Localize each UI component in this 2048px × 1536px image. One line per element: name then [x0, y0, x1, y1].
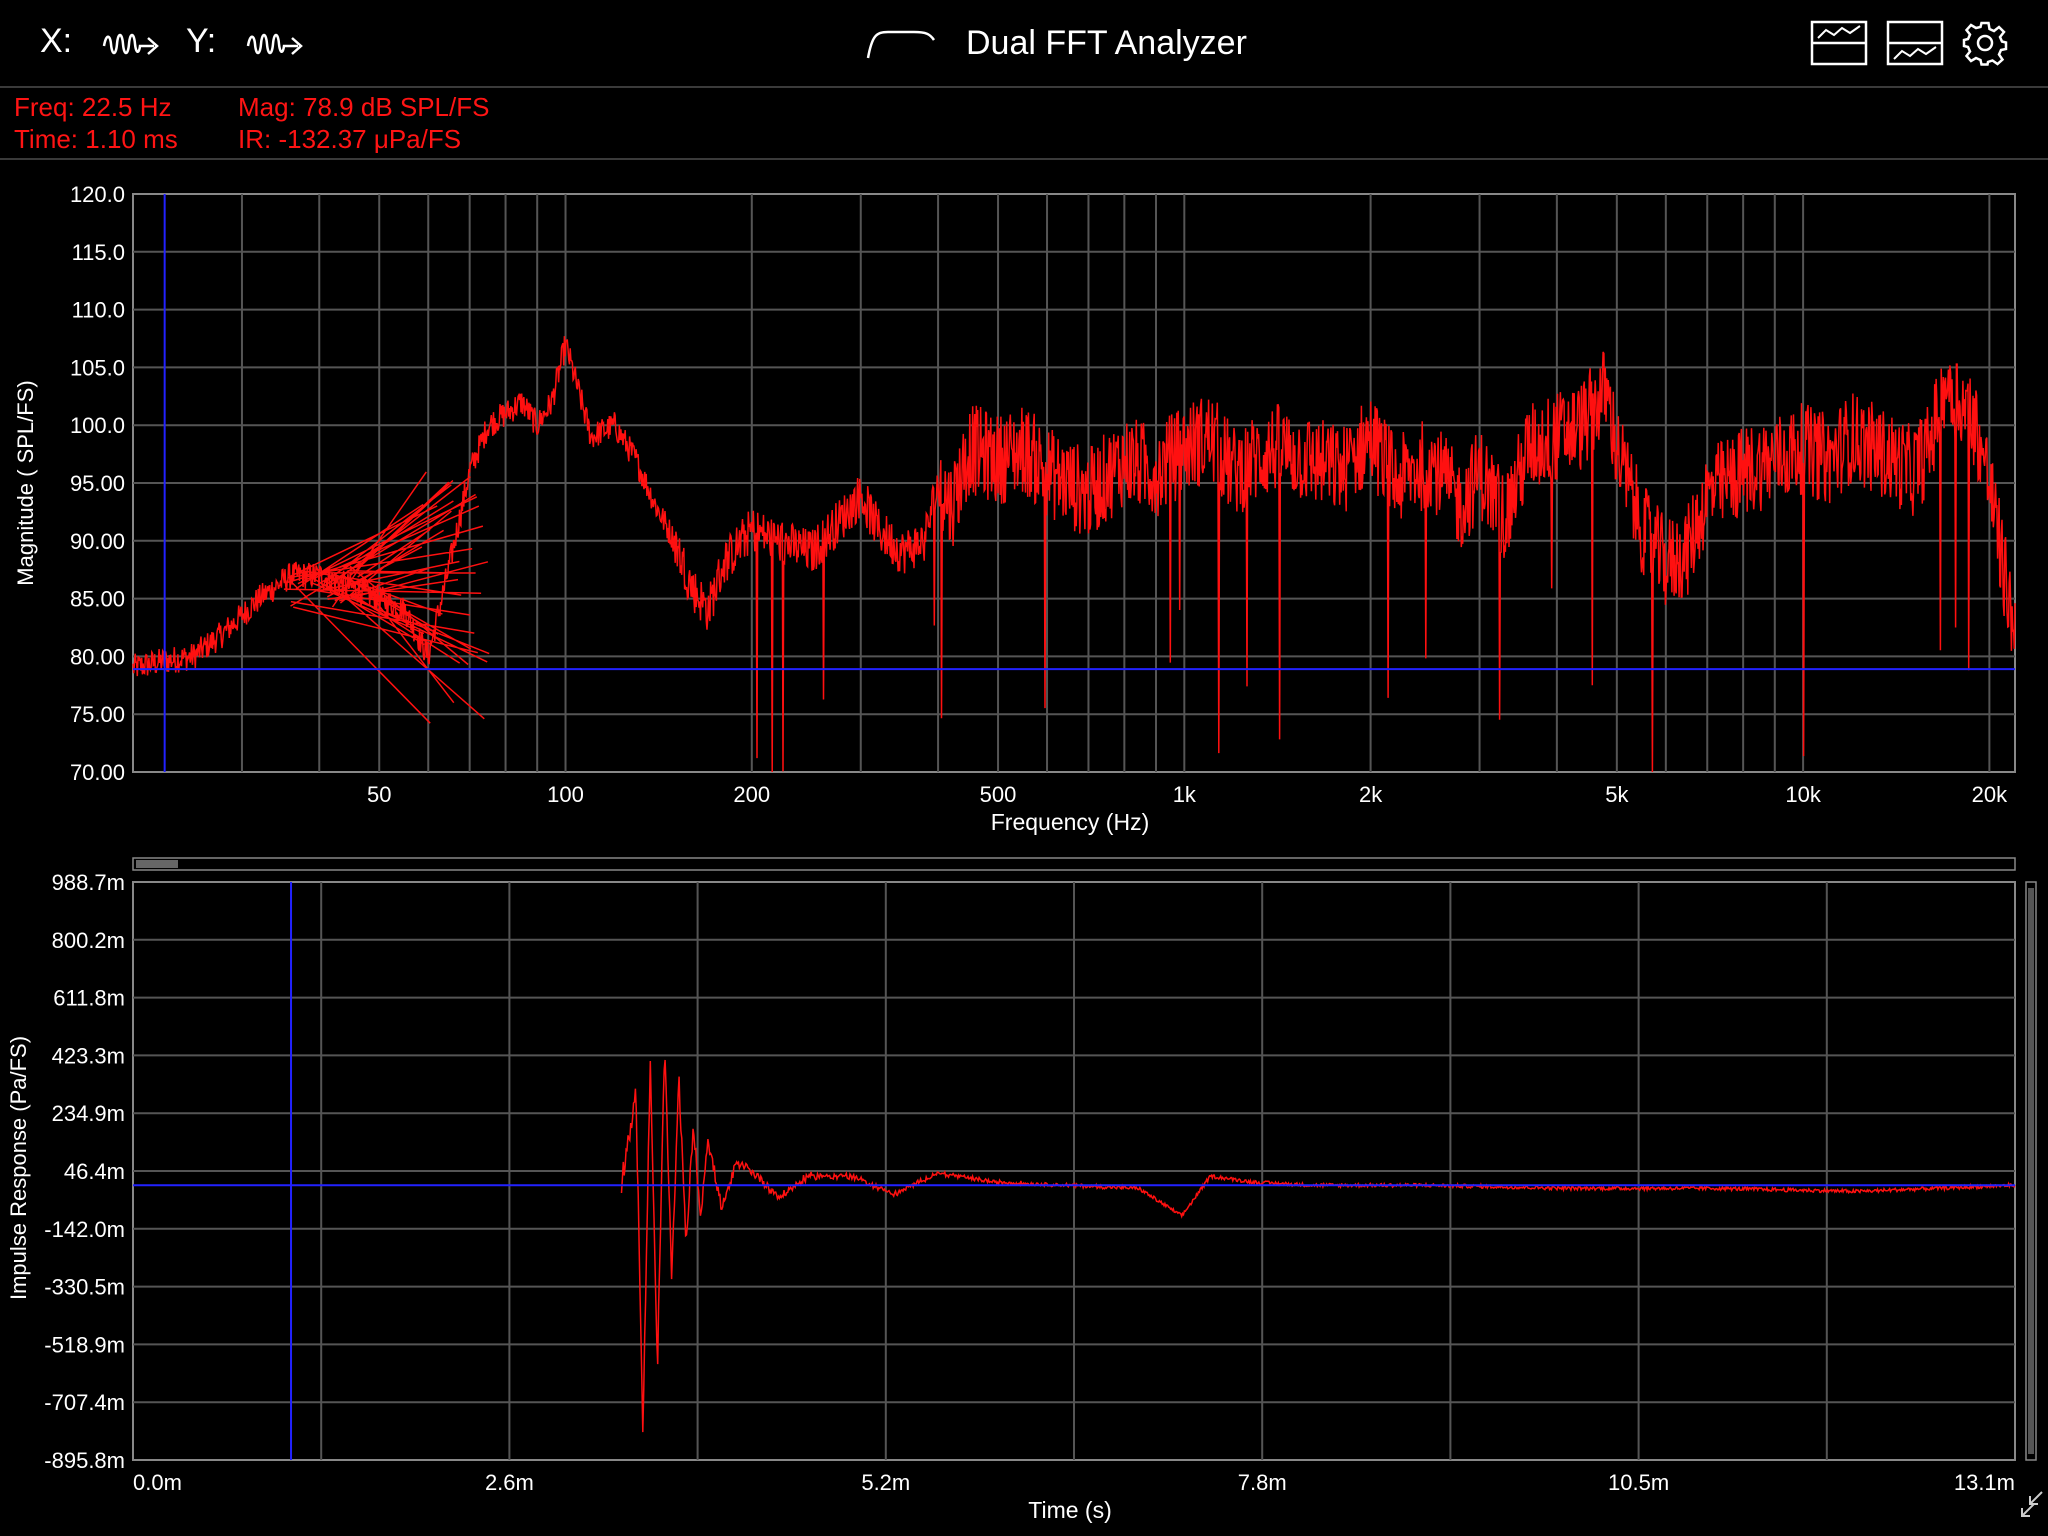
y-tick-label: 80.00: [70, 644, 125, 669]
transfer-curve-icon[interactable]: [866, 26, 936, 65]
y-tick-label: 611.8m: [53, 986, 125, 1011]
magnitude-trace: [132, 336, 2016, 773]
y-tick-label: 105.0: [70, 355, 125, 380]
impulse-x-ticks: 0.0m 2.6m 5.2m 7.8m 10.5m 13.1m: [133, 1470, 2015, 1495]
gear-icon[interactable]: [1962, 20, 2008, 71]
toolbar: X: Y: Dual FFT Analyzer: [0, 0, 2048, 88]
magnitude-x-ticks: 50 100 200 500 1k 2k 5k 10k 20k: [367, 782, 2008, 807]
y-tick-label: 988.7m: [52, 870, 125, 895]
x-tick-label: 0.0m: [133, 1470, 182, 1495]
x-tick-label: 2k: [1359, 782, 1383, 807]
y-tick-label: -707.4m: [44, 1390, 125, 1415]
y-tick-label: 120.0: [70, 182, 125, 207]
y-tick-label: 100.0: [70, 413, 125, 438]
magnitude-y-axis-title: Magnitude ( SPL/FS): [13, 380, 38, 585]
x-tick-label: 5k: [1605, 782, 1629, 807]
y-tick-label: 70.00: [70, 760, 125, 785]
x-tick-label: 2.6m: [485, 1470, 534, 1495]
y-tick-label: 75.00: [70, 702, 125, 727]
y-tick-label: -518.9m: [44, 1332, 125, 1357]
time-readout: Time: 1.10 ms: [14, 124, 178, 154]
scrollbar-track[interactable]: [132, 857, 2016, 871]
impulse-y-axis-title: Impulse Response (Pa/FS): [6, 1036, 31, 1300]
app-title: Dual FFT Analyzer: [966, 24, 1247, 62]
layout-top-icon[interactable]: [1810, 20, 1868, 71]
x-tick-label: 10.5m: [1608, 1470, 1669, 1495]
x-tick-label: 1k: [1173, 782, 1197, 807]
mag-readout: Mag: 78.9 dB SPL/FS: [238, 92, 490, 122]
x-tick-label: 20k: [1972, 782, 2008, 807]
y-tick-label: 423.3m: [52, 1043, 125, 1068]
scrollbar-thumb[interactable]: [136, 860, 178, 868]
x-tick-label: 10k: [1785, 782, 1821, 807]
impulse-plot[interactable]: 988.7m 800.2m 611.8m 423.3m 234.9m 46.4m -142.…: [6, 870, 2016, 1523]
freq-readout: Freq: 22.5 Hz: [14, 92, 172, 122]
x-tick-label: 5.2m: [861, 1470, 910, 1495]
impulse-scrollbar[interactable]: [132, 857, 2016, 871]
x-tick-label: 7.8m: [1238, 1470, 1287, 1495]
y-tick-label: 234.9m: [52, 1101, 125, 1126]
x-tick-label: 200: [733, 782, 770, 807]
x-tick-label: 500: [980, 782, 1017, 807]
collapse-icon[interactable]: [2021, 1491, 2043, 1517]
waveform-arrow-icon[interactable]: [102, 26, 164, 67]
y-tick-label: -895.8m: [44, 1448, 125, 1473]
y-tick-label: 46.4m: [64, 1159, 125, 1184]
y-tick-label: -142.0m: [44, 1217, 125, 1242]
y-tick-label: 110.0: [72, 298, 125, 323]
x-axis-label: X:: [40, 22, 73, 60]
magnitude-plot[interactable]: 120.0 115.0 110.0 105.0 100.0 95.00 90.00 85.00…: [13, 182, 2016, 835]
waveform-arrow-icon[interactable]: [246, 26, 308, 67]
layout-bottom-icon[interactable]: [1886, 20, 1944, 71]
x-tick-label: 100: [547, 782, 584, 807]
magnitude-x-axis-title: Frequency (Hz): [991, 809, 1149, 835]
y-tick-label: 85.00: [70, 587, 125, 612]
cursor-readout: Freq: 22.5 Hz Time: 1.10 ms Mag: 78.9 dB…: [0, 88, 2048, 160]
x-tick-label: 50: [367, 782, 391, 807]
y-tick-label: -330.5m: [44, 1275, 125, 1300]
y-tick-label: 800.2m: [52, 928, 125, 953]
y-tick-label: 90.00: [70, 529, 125, 554]
vertical-scrollbar-thumb[interactable]: [2028, 888, 2034, 1454]
impulse-y-ticks: 988.7m 800.2m 611.8m 423.3m 234.9m 46.4m -142.…: [44, 870, 125, 1473]
y-axis-label: Y:: [186, 22, 217, 60]
y-tick-label: 95.00: [70, 471, 125, 496]
impulse-grid: [133, 882, 2015, 1460]
impulse-x-axis-title: Time (s): [1028, 1497, 1111, 1523]
y-tick-label: 115.0: [72, 240, 125, 265]
x-tick-label: 13.1m: [1954, 1470, 2015, 1495]
ir-readout: IR: -132.37 μPa/FS: [238, 124, 462, 154]
magnitude-y-ticks: 120.0 115.0 110.0 105.0 100.0 95.00 90.00 85.00…: [70, 182, 125, 785]
